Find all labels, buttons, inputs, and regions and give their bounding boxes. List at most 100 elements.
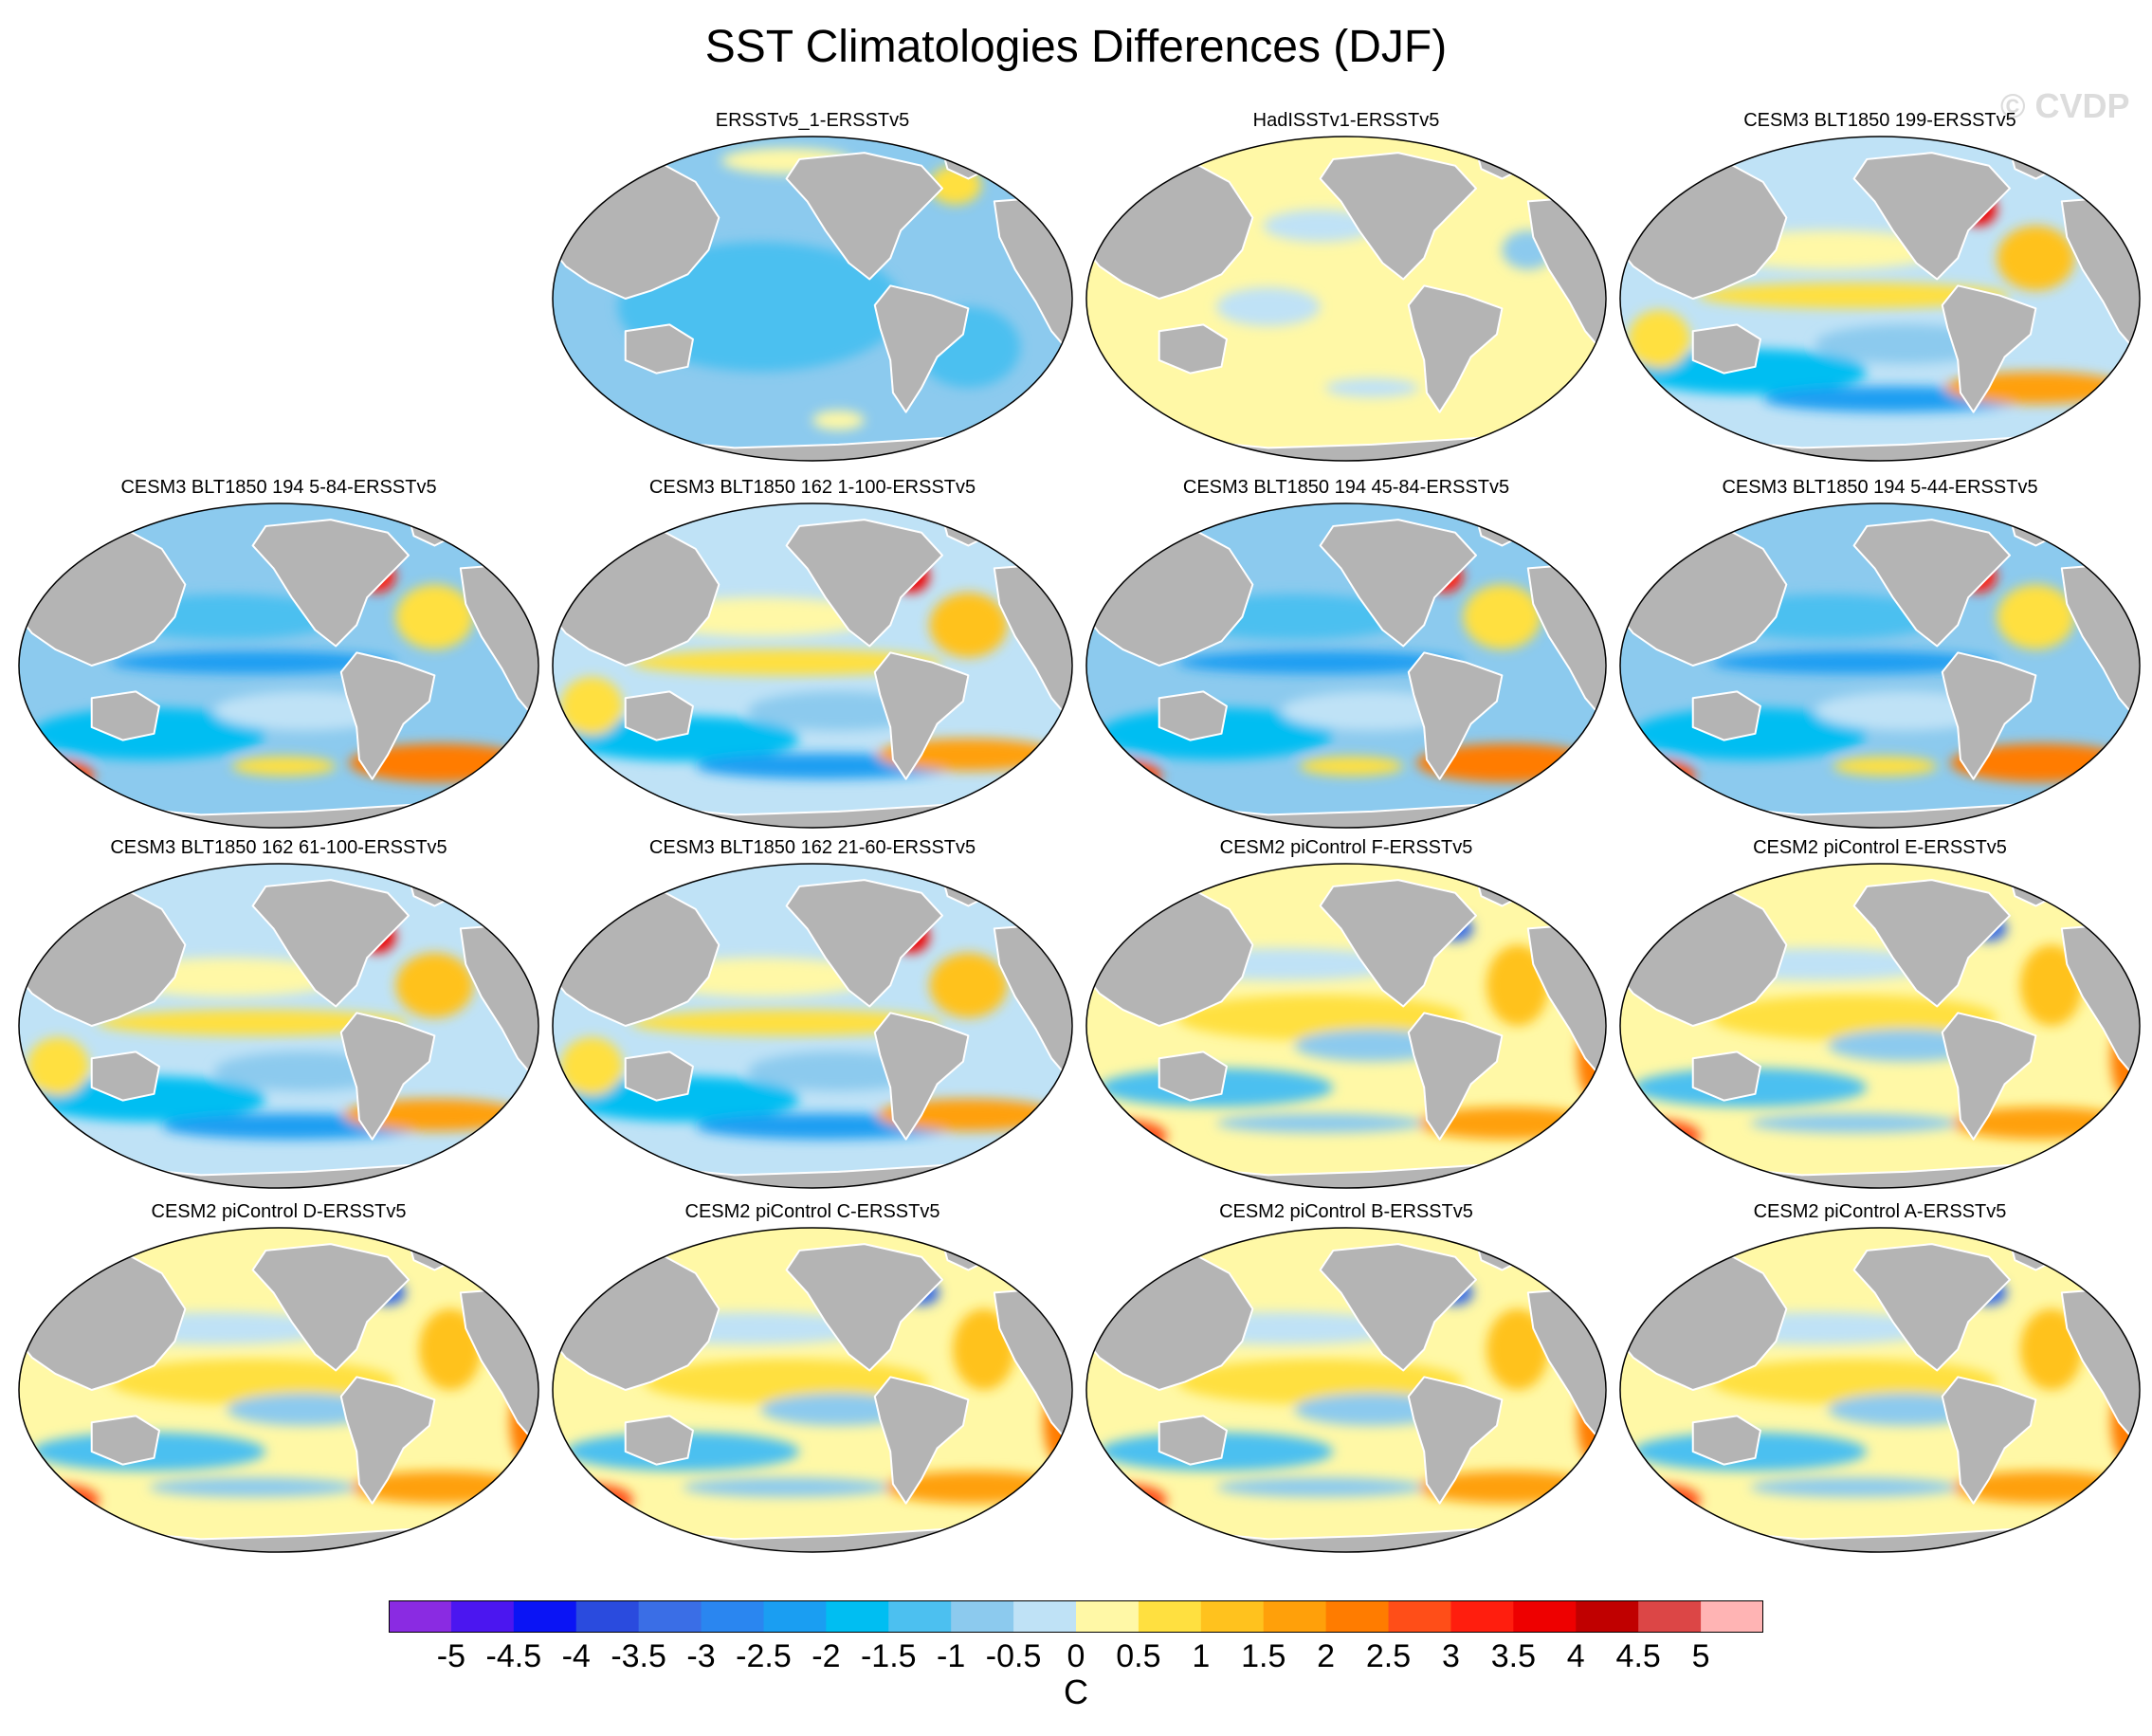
anomaly-region [565,716,800,761]
colorbar-tick-label: 4.5 [1615,1638,1661,1674]
panel-title: CESM2 piControl B-ERSSTv5 [1219,1201,1473,1222]
map-panel: CESM3 BLT1850 194 5-44-ERSSTv5 [1614,476,2145,834]
panel-title: CESM3 BLT1850 162 1-100-ERSSTv5 [648,477,976,498]
land-mass [1941,284,2037,413]
anomaly-region [1698,282,2010,309]
land-mass [1319,1243,1477,1372]
land-mass [1852,879,2011,1008]
panel-title: CESM2 piControl F-ERSSTv5 [1219,837,1473,858]
panel-title: HadISSTv1-ERSSTv5 [1252,110,1440,131]
panel-title: CESM3 BLT1850 162 21-60-ERSSTv5 [648,837,976,858]
map-border [552,503,1073,829]
anomaly-region [1710,650,1997,674]
anomaly-region [1325,377,1419,398]
map-border [1619,863,2141,1189]
land-mass [1158,1415,1228,1466]
panel-title: CESM3 BLT1850 194 5-44-ERSSTv5 [1722,477,2038,498]
anomaly-region [565,1076,800,1122]
colorbar-swatch [638,1600,702,1633]
land-mass [624,323,694,375]
anomaly-region [929,593,1008,658]
anomaly-region [1997,226,2075,291]
colorbar-tick-label: 3.5 [1490,1638,1536,1674]
panel-title: CESM3 BLT1850 194 5-84-ERSSTv5 [120,477,437,498]
robinson-map [1085,503,1607,829]
colorbar-tick-label: 0.5 [1116,1638,1161,1674]
colorbar-tick-label: 5 [1691,1638,1710,1674]
colorbar-swatch [513,1600,577,1633]
robinson-map [18,1227,539,1553]
panel-title: CESM2 piControl A-ERSSTv5 [1753,1201,2007,1222]
anomaly-region [1710,1359,1997,1405]
colorbar-swatch [888,1600,952,1633]
robinson-map [1085,863,1607,1189]
map-border [552,863,1073,1189]
colorbar-swatch [1450,1600,1514,1633]
land-mass [873,284,970,413]
colorbar-tick-label: -3 [686,1638,716,1674]
colorbar-swatch [1388,1600,1451,1633]
anomaly-region [812,410,865,430]
panel-title: CESM2 piControl D-ERSSTv5 [151,1201,407,1222]
map-panel: CESM2 piControl A-ERSSTv5 [1614,1200,2145,1559]
anomaly-region [1263,209,1377,243]
robinson-map [18,503,539,829]
robinson-map [552,1227,1073,1553]
colorbar-swatch [951,1600,1014,1633]
figure-title: SST Climatologies Differences (DJF) [704,22,1448,72]
anomaly-region [1632,349,1868,394]
robinson-map [1085,1227,1607,1553]
map-border [1619,136,2141,462]
land-mass [873,1012,970,1141]
colorbar-swatch [1701,1600,1763,1633]
land-mass [251,1243,410,1372]
land-mass [785,519,943,648]
anomaly-region [929,953,1008,1018]
land-mass [624,690,694,741]
colorbar-swatch [1138,1600,1202,1633]
land-mass [1691,1051,1761,1102]
anomaly-region [1176,650,1464,674]
map-border [1085,863,1607,1189]
anomaly-region [1710,995,1997,1041]
map-border [1619,1227,2141,1553]
land-mass [1691,1415,1761,1466]
land-mass [1941,651,2037,780]
colorbar-swatch [1513,1600,1577,1633]
map-panel: CESM3 BLT1850 162 1-100-ERSSTv5 [547,476,1078,834]
land-mass [1691,690,1761,741]
map-panel: CESM3 BLT1850 162 21-60-ERSSTv5 [547,836,1078,1195]
anomaly-region [1176,995,1464,1041]
land-mass [785,152,943,281]
colorbar-tick-label: -2 [812,1638,841,1674]
anomaly-region [1176,1359,1464,1405]
land-mass [1319,519,1477,648]
robinson-map [1619,863,2141,1189]
anomaly-region [109,1359,396,1405]
land-mass [1407,651,1504,780]
map-panel: HadISSTv1-ERSSTv5 [1081,109,1612,467]
anomaly-region [683,1477,891,1497]
colorbar-tick-label: -5 [436,1638,466,1674]
land-mass [90,690,160,741]
anomaly-region [395,584,474,649]
land-mass [1941,1376,2037,1505]
land-mass [339,1376,436,1505]
land-mass [251,519,410,648]
colorbar-tick-label: 2.5 [1365,1638,1412,1674]
panel-title: CESM3 BLT1850 199-ERSSTv5 [1743,110,2016,131]
anomaly-region [1997,584,2075,649]
map-border [552,1227,1073,1553]
anomaly-region [630,649,942,676]
land-mass [1852,519,2011,648]
land-mass [624,1051,694,1102]
colorbar-tick-label: -1 [937,1638,966,1674]
colorbar-tick-label: 4 [1566,1638,1585,1674]
colorbar-tick-label: -2.5 [736,1638,792,1674]
anomaly-region [1088,759,1162,793]
colorbar [389,1600,1763,1633]
colorbar-swatch [389,1600,452,1633]
panel-title: CESM2 piControl E-ERSSTv5 [1753,837,2007,858]
map-border [1085,1227,1607,1553]
robinson-map [1085,136,1607,462]
